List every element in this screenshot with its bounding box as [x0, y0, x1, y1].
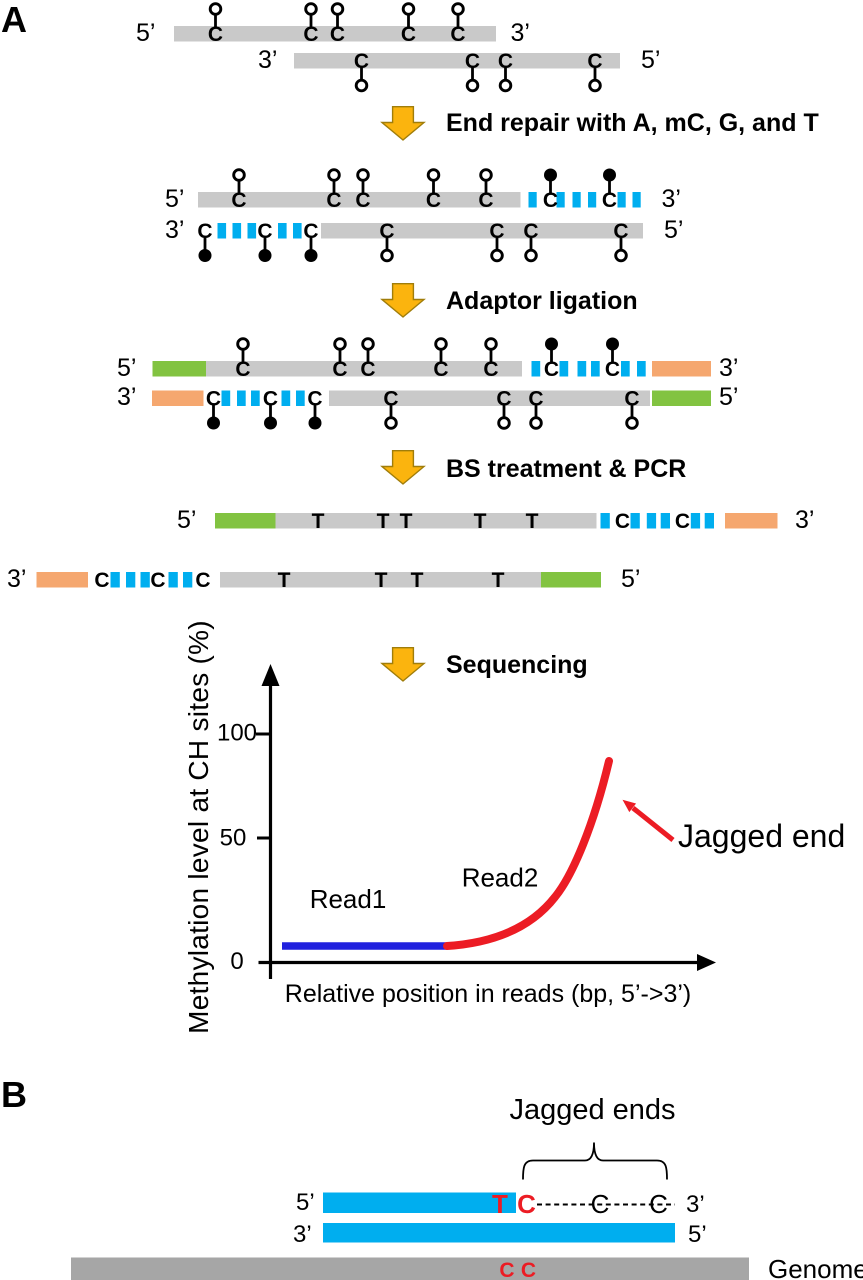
svg-text:T: T [526, 510, 539, 533]
svg-text:C: C [528, 388, 543, 411]
svg-text:5’: 5’ [296, 1189, 315, 1216]
svg-text:C: C [483, 358, 498, 381]
svg-text:C: C [426, 189, 441, 212]
svg-text:C: C [263, 388, 278, 411]
svg-text:3’: 3’ [7, 565, 26, 593]
svg-text:T: T [377, 510, 390, 533]
svg-text:5’: 5’ [165, 185, 184, 213]
svg-text:T: T [411, 569, 424, 592]
svg-text:C: C [195, 569, 210, 592]
svg-text:C: C [433, 358, 448, 381]
svg-text:C: C [605, 358, 620, 381]
svg-text:C: C [360, 358, 375, 381]
svg-text:5’: 5’ [664, 216, 683, 244]
svg-text:0: 0 [230, 948, 243, 975]
svg-text:Relative position in reads (bp: Relative position in reads (bp, 5’->3’) [285, 980, 691, 1008]
svg-text:C: C [624, 388, 639, 411]
svg-text:Adaptor ligation: Adaptor ligation [446, 287, 638, 315]
svg-text:C: C [613, 220, 628, 243]
svg-text:C: C [450, 23, 465, 46]
svg-text:3’: 3’ [719, 354, 738, 382]
svg-text:Methylation level at CH sites: Methylation level at CH sites (%) [183, 620, 214, 1034]
svg-text:5’: 5’ [641, 46, 660, 74]
svg-text:T: T [474, 510, 487, 533]
svg-text:T: T [278, 569, 291, 592]
svg-text:C: C [257, 220, 272, 243]
svg-text:C: C [303, 220, 318, 243]
svg-text:C: C [675, 510, 690, 533]
svg-text:C: C [303, 23, 318, 46]
svg-text:C: C [326, 189, 341, 212]
svg-text:End repair with A, mC, G, and: End repair with A, mC, G, and T [446, 109, 819, 137]
svg-text:C: C [649, 1189, 668, 1219]
svg-text:3’: 3’ [686, 1191, 705, 1218]
svg-text:5’: 5’ [688, 1221, 707, 1248]
svg-text:C: C [208, 23, 223, 46]
svg-text:C: C [354, 50, 369, 73]
svg-text:C: C [489, 220, 504, 243]
svg-text:3’: 3’ [662, 185, 681, 213]
svg-text:C: C [602, 189, 617, 212]
svg-text:C: C [543, 189, 558, 212]
svg-text:C: C [379, 220, 394, 243]
svg-text:T: T [400, 510, 413, 533]
svg-text:T: T [492, 569, 505, 592]
svg-text:C: C [330, 23, 345, 46]
svg-text:3’: 3’ [795, 506, 814, 534]
svg-text:C: C [496, 388, 511, 411]
svg-text:C: C [517, 1189, 536, 1219]
svg-text:C: C [307, 388, 322, 411]
svg-text:3’: 3’ [511, 19, 530, 47]
svg-text:5’: 5’ [621, 565, 640, 593]
svg-text:C: C [150, 569, 165, 592]
svg-text:C: C [235, 358, 250, 381]
svg-text:5’: 5’ [177, 506, 196, 534]
svg-text:C: C [332, 358, 347, 381]
svg-text:5’: 5’ [136, 19, 155, 47]
svg-text:B: B [1, 1074, 27, 1115]
svg-text:C: C [355, 189, 370, 212]
svg-text:3’: 3’ [117, 383, 136, 411]
svg-text:C: C [615, 510, 630, 533]
svg-text:3’: 3’ [293, 1221, 312, 1248]
svg-text:C: C [499, 1259, 514, 1280]
svg-text:C: C [401, 23, 416, 46]
svg-text:T: T [375, 569, 388, 592]
svg-text:Jagged ends: Jagged ends [509, 1094, 675, 1126]
svg-text:Read1: Read1 [310, 884, 387, 914]
svg-text:C: C [523, 220, 538, 243]
svg-text:C: C [383, 388, 398, 411]
svg-text:Genome: Genome [768, 1254, 863, 1280]
svg-text:C: C [587, 50, 602, 73]
svg-text:T: T [312, 510, 325, 533]
svg-text:Jagged end: Jagged end [678, 818, 845, 854]
svg-text:C: C [94, 569, 109, 592]
svg-text:Read2: Read2 [462, 863, 539, 893]
svg-text:T: T [492, 1189, 508, 1219]
svg-text:C: C [591, 1189, 610, 1219]
svg-text:C: C [498, 50, 513, 73]
svg-text:A: A [1, 0, 27, 40]
svg-text:C: C [478, 189, 493, 212]
svg-text:5’: 5’ [719, 383, 738, 411]
svg-text:3’: 3’ [258, 46, 277, 74]
svg-text:BS treatment & PCR: BS treatment & PCR [446, 455, 686, 483]
svg-text:50: 50 [220, 825, 247, 852]
svg-text:C: C [544, 358, 559, 381]
svg-text:C: C [465, 50, 480, 73]
svg-text:100: 100 [217, 720, 257, 747]
svg-text:C: C [206, 388, 221, 411]
svg-text:5’: 5’ [117, 354, 136, 382]
svg-text:C: C [231, 189, 246, 212]
svg-text:C: C [521, 1259, 536, 1280]
svg-text:Sequencing: Sequencing [446, 651, 588, 679]
svg-text:C: C [197, 220, 212, 243]
svg-text:3’: 3’ [165, 216, 184, 244]
